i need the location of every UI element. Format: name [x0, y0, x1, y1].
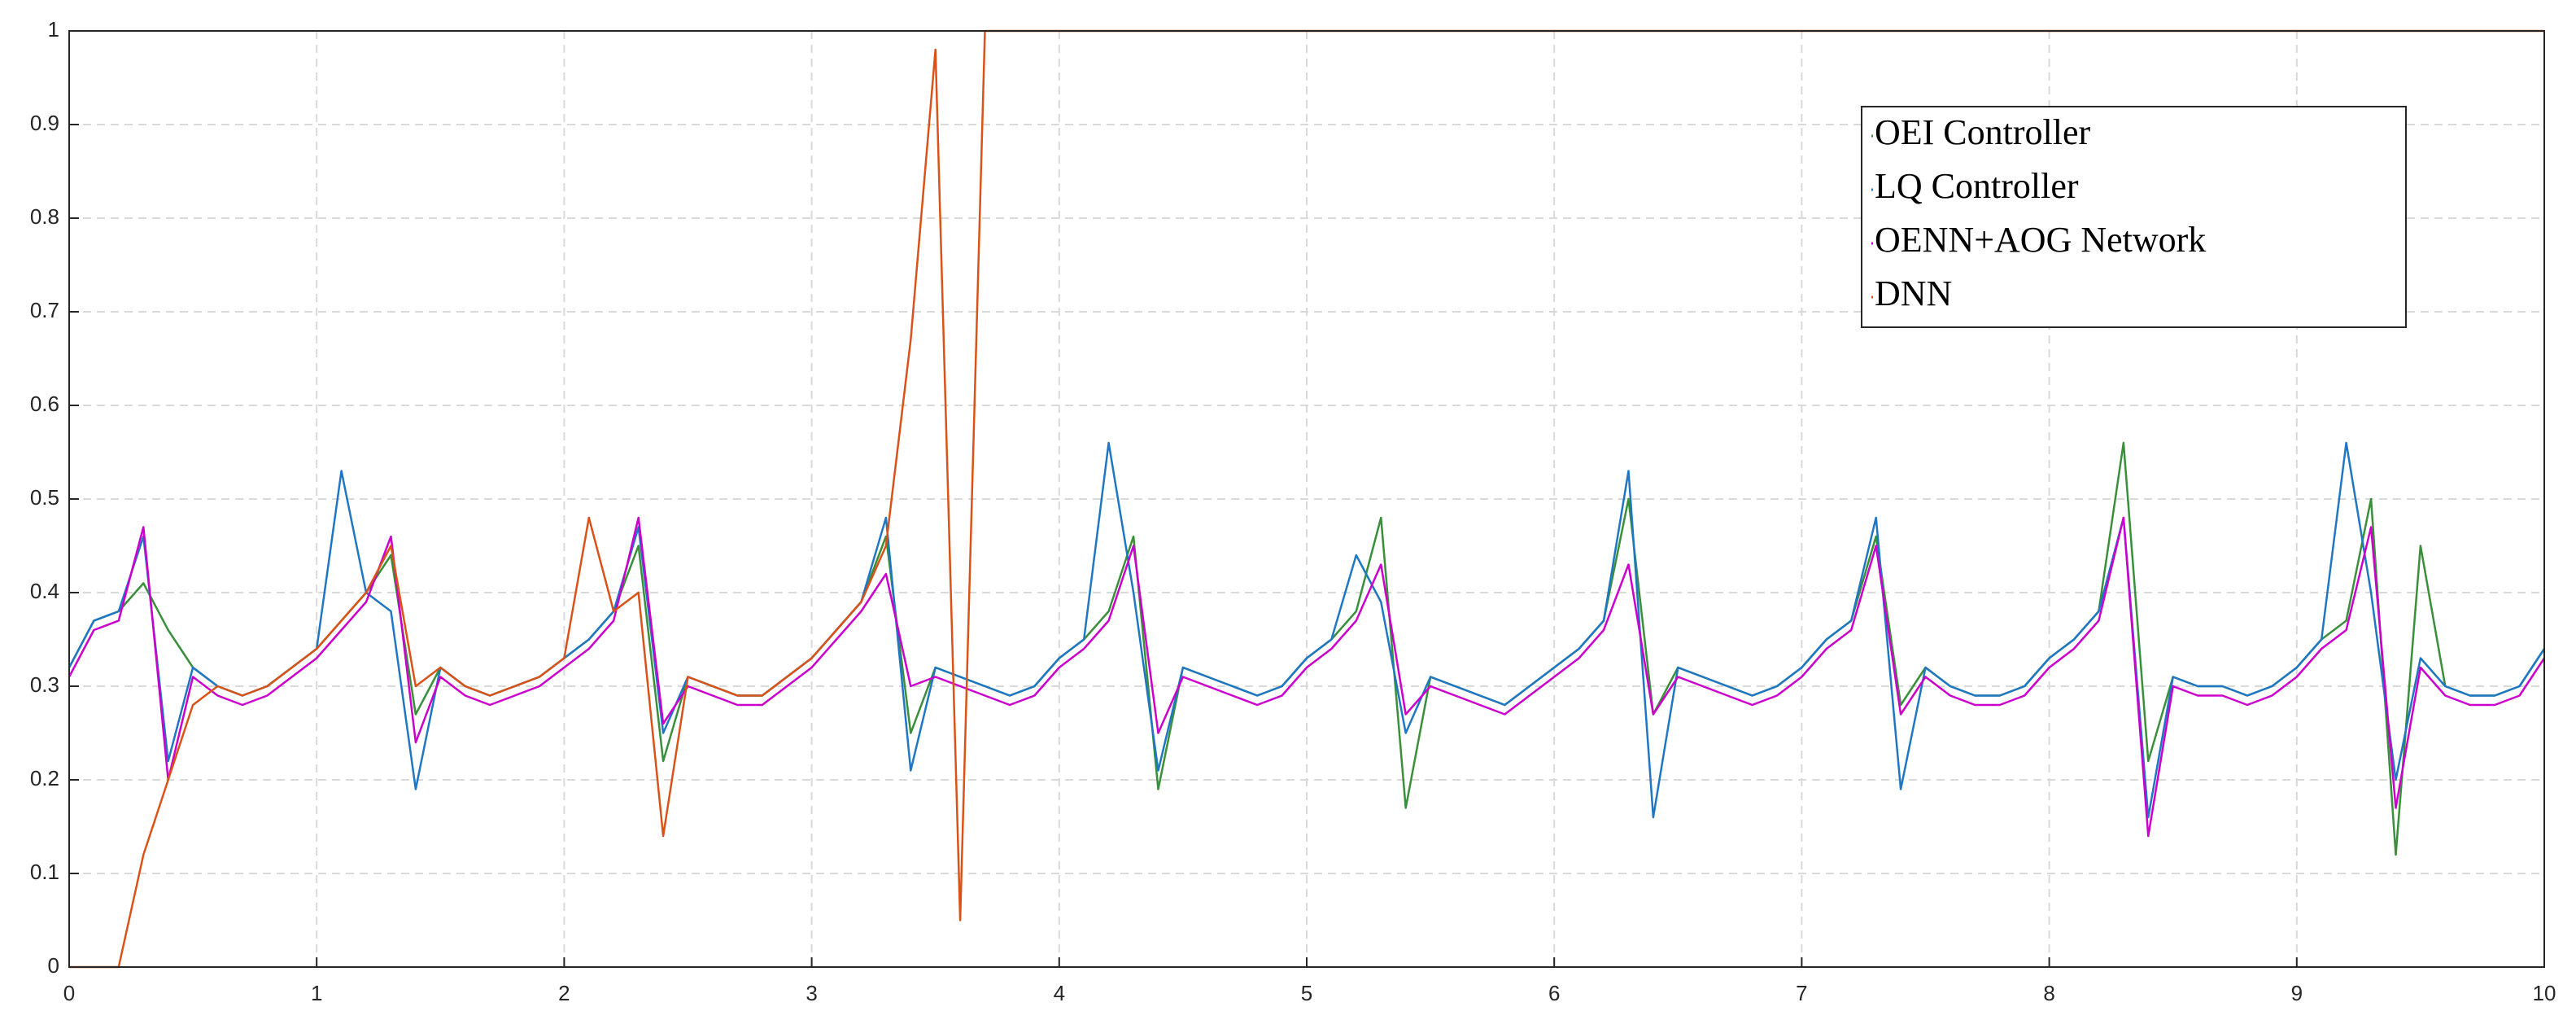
y-tick-label: 0	[48, 953, 59, 978]
x-tick-label: 6	[1548, 981, 1560, 1005]
y-tick-label: 0.9	[30, 111, 59, 135]
y-tick-label: 0.2	[30, 766, 59, 790]
y-tick-label: 0.3	[30, 672, 59, 697]
x-tick-label: 5	[1301, 981, 1312, 1005]
y-tick-label: 0.1	[30, 860, 59, 884]
x-tick-label: 8	[2043, 981, 2054, 1005]
legend-label: LQ Controller	[1875, 166, 2079, 206]
y-tick-label: 0.7	[30, 298, 59, 322]
y-tick-label: 0.8	[30, 204, 59, 229]
legend-label: OENN+AOG Network	[1875, 220, 2206, 260]
legend-label: OEI Controller	[1875, 112, 2091, 152]
x-tick-label: 9	[2291, 981, 2303, 1005]
x-tick-label: 10	[2533, 981, 2556, 1005]
series-line	[68, 516, 2546, 838]
y-tick-label: 0.4	[30, 579, 59, 603]
x-tick-label: 2	[558, 981, 570, 1005]
axes-box	[68, 30, 2545, 968]
legend-box	[1861, 106, 2407, 328]
y-tick-label: 0.5	[30, 485, 59, 510]
legend-label: DNN	[1875, 274, 1952, 313]
x-tick-label: 0	[63, 981, 75, 1005]
y-tick-label: 0.6	[30, 392, 59, 416]
x-tick-label: 7	[1796, 981, 1807, 1005]
x-tick-label: 1	[311, 981, 322, 1005]
y-tick-label: 1	[48, 17, 59, 42]
x-tick-label: 4	[1054, 981, 1065, 1005]
x-tick-label: 3	[806, 981, 817, 1005]
